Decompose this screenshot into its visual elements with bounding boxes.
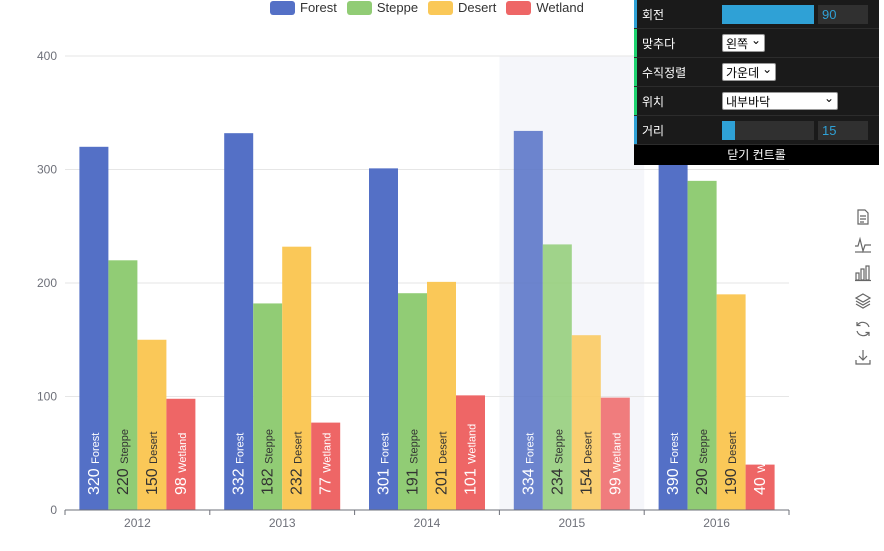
data-label-wetland-2013: 77 Wetland [318,433,335,495]
rotate-row: 회전 90 [634,0,879,29]
data-label-forest-2012: 320 Forest [86,433,103,495]
data-view-icon[interactable] [854,208,872,226]
bar-steppe-2014 [398,293,427,510]
bar-wetland-2016 [745,464,775,510]
legend-item-forest[interactable]: Forest [270,0,337,15]
legend-label-forest: Forest [300,0,337,15]
bar-steppe-2012 [108,260,138,510]
bar-chart-icon[interactable] [854,264,872,282]
legend-swatch-forest [270,0,295,15]
close-controls-button[interactable]: 닫기 컨트롤 [634,145,879,165]
position-row: 위치 내부바닥 [634,87,879,116]
data-label-steppe-2014: 191 Steppe [405,429,422,495]
x-tick-label: 2012 [124,516,151,530]
valign-select[interactable]: 가운데 [722,60,777,81]
bar-desert-2015 [571,335,601,510]
bar-forest-2015 [513,130,543,510]
valign-row: 수직정렬 가운데 [634,58,879,87]
bar-steppe-2015 [542,244,572,510]
x-tick-label: 2016 [703,516,730,530]
legend-label-desert: Desert [458,0,497,15]
distance-slider[interactable] [722,120,814,140]
bar-steppe-2016 [687,180,717,510]
distance-input[interactable]: 15 [818,120,868,140]
bar-desert-2014 [427,281,456,510]
bar-wetland-2013 [311,422,341,510]
line-chart-icon[interactable] [854,236,872,254]
rotate-label: 회전 [642,7,665,22]
y-tick-label: 0 [50,503,57,517]
legend-item-desert[interactable]: Desert [428,0,496,15]
legend-swatch-desert [428,0,454,15]
align-label: 맞추다 [642,36,676,51]
download-icon[interactable] [854,348,872,366]
data-label-wetland-2014: 101 Wetland [463,424,480,495]
data-label-steppe-2016: 290 Steppe [694,429,711,495]
bar-wetland-2014 [456,395,485,510]
y-tick-label: 200 [37,276,57,290]
data-label-forest-2016: 390 Forest [665,433,682,495]
bar-forest-2013 [224,133,254,510]
data-label-desert-2014: 201 Desert [434,431,451,495]
control-panel: 회전 90 맞추다 왼쪽 수직정렬 가운데 위치 내부바닥 거리 15 닫기 컨… [634,0,879,165]
position-label: 위치 [642,94,665,109]
data-label-steppe-2012: 220 Steppe [115,429,132,495]
legend-item-steppe[interactable]: Steppe [346,0,419,15]
toolbox [854,208,874,376]
data-label-steppe-2013: 182 Steppe [260,429,277,495]
distance-row: 거리 15 [634,116,879,145]
distance-label: 거리 [642,123,665,138]
legend-label-wetland: Wetland [536,0,584,15]
data-label-desert-2016: 190 Desert [723,431,740,495]
rotate-input[interactable]: 90 [818,4,868,24]
data-label-desert-2013: 232 Desert [289,431,306,495]
y-tick-label: 400 [37,49,57,63]
data-label-wetland-2015: 99 Wetland [607,433,624,495]
legend-label-steppe: Steppe [376,0,419,15]
legend-item-wetland[interactable]: Wetland [506,0,584,15]
position-select[interactable]: 내부바닥 [722,89,838,110]
data-label-desert-2012: 150 Desert [144,431,161,495]
x-tick-label: 2015 [558,516,585,530]
bar-steppe-2013 [253,303,283,510]
legend-swatch-steppe [346,0,372,15]
bar-wetland-2015 [600,397,630,510]
data-label-wetland-2012: 98 Wetland [173,433,190,495]
bar-wetland-2012 [166,398,196,510]
y-tick-label: 300 [37,163,57,177]
legend-swatch-wetland [506,0,532,15]
bar-desert-2013 [282,246,312,510]
bar-desert-2016 [716,294,746,510]
bar-forest-2014 [369,168,398,511]
x-tick-label: 2014 [414,516,441,530]
rotate-slider[interactable] [722,4,814,24]
data-label-forest-2015: 334 Forest [520,433,537,495]
align-row: 맞추다 왼쪽 [634,29,879,58]
data-label-forest-2013: 332 Forest [231,433,248,495]
data-label-forest-2014: 301 Forest [376,433,393,495]
bar-forest-2012 [79,146,109,511]
legend: Forest Steppe Desert Wetland [270,0,584,15]
align-select[interactable]: 왼쪽 [722,31,766,52]
restore-icon[interactable] [854,320,872,338]
stack-icon[interactable] [854,292,872,310]
y-tick-label: 100 [37,390,57,404]
x-tick-label: 2013 [269,516,296,530]
bar-desert-2012 [137,339,167,510]
data-label-wetland-2016: 40 Wetland [752,433,769,495]
valign-label: 수직정렬 [642,65,687,80]
data-label-desert-2015: 154 Desert [578,431,595,495]
data-label-steppe-2015: 234 Steppe [549,429,566,495]
